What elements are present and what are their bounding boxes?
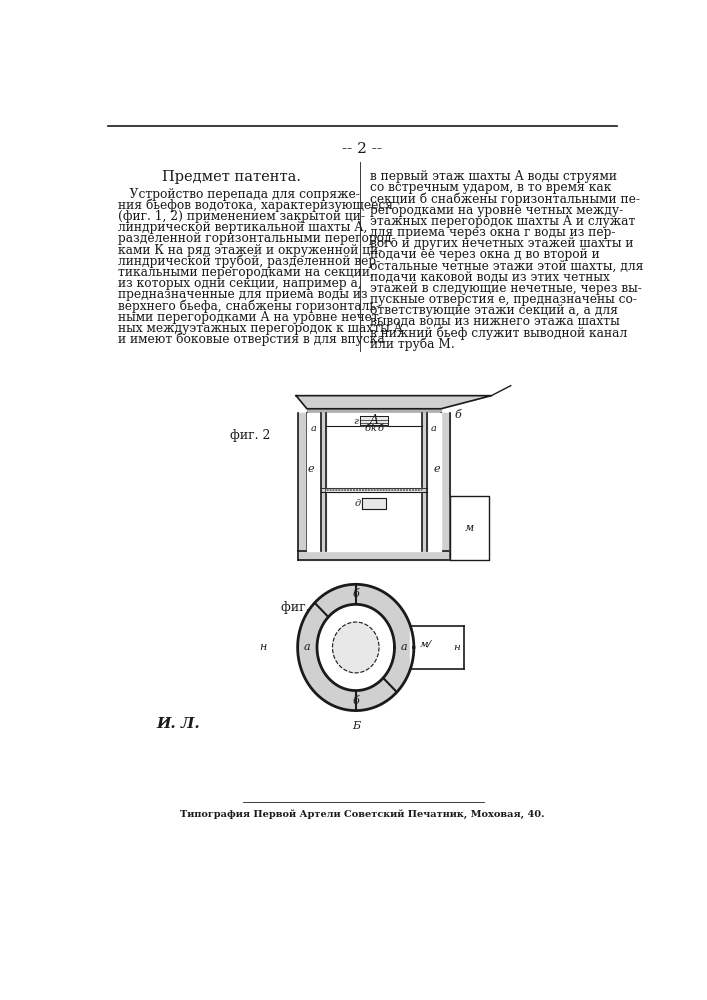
Text: фиг. 1: фиг. 1 [281,601,321,614]
Text: Б: Б [351,721,360,731]
Text: Предмет патента.: Предмет патента. [162,170,301,184]
Text: секции б снабжены горизонтальными пе-: секции б снабжены горизонтальными пе- [370,192,640,206]
Text: подачи ее через окна д во второй и: подачи ее через окна д во второй и [370,248,600,261]
Polygon shape [421,413,427,551]
Text: в нижний бьеф служит выводной канал: в нижний бьеф служит выводной канал [370,326,627,340]
Text: разделенной горизонтальными перегород-: разделенной горизонтальными перегород- [118,232,396,245]
Text: ответствующие этажи секций а, а для: ответствующие этажи секций а, а для [370,304,618,317]
Text: б: б [377,424,383,433]
Text: б: б [352,696,359,706]
Text: предназначенные для приема воды из: предназначенные для приема воды из [118,288,368,301]
Text: подачи каковой воды из этих четных: подачи каковой воды из этих четных [370,271,609,284]
Text: вого и других нечетных этажей шахты и: вого и других нечетных этажей шахты и [370,237,633,250]
Text: ния бьефов водотока, характеризующееся: ния бьефов водотока, характеризующееся [118,199,393,212]
Text: н: н [453,643,460,652]
Text: линдрической трубой, разделенной вер-: линдрической трубой, разделенной вер- [118,255,380,268]
Polygon shape [296,396,491,409]
Polygon shape [363,498,385,509]
Text: е: е [308,464,314,474]
Text: а: а [311,424,317,433]
Polygon shape [332,622,379,673]
Text: г: г [354,417,358,426]
Text: пускные отверстия е, предназначены со-: пускные отверстия е, предназначены со- [370,293,637,306]
Text: ных междуэтажных перегородок к шахты А: ных междуэтажных перегородок к шахты А [118,322,403,335]
Text: И. Л.: И. Л. [156,717,200,731]
Polygon shape [360,416,388,425]
Text: Типография Первой Артели Советский Печатник, Моховая, 40.: Типография Первой Артели Советский Печат… [180,809,544,819]
Text: из которых одни секции, например а,: из которых одни секции, например а, [118,277,361,290]
Text: м/: м/ [419,639,431,648]
Text: б: б [365,424,370,433]
Text: этажных перегородок шахты А и служат: этажных перегородок шахты А и служат [370,215,635,228]
Text: м: м [465,523,474,533]
Polygon shape [317,604,395,691]
Text: а: а [401,642,407,652]
Polygon shape [307,413,441,551]
Polygon shape [327,488,421,492]
Text: фиг. 2: фиг. 2 [230,429,271,442]
Polygon shape [307,409,441,413]
Text: k: k [371,424,377,433]
Text: линдрической вертикальной шахты А,: линдрической вертикальной шахты А, [118,221,367,234]
Text: и имеют боковые отверстия в для впуска: и имеют боковые отверстия в для впуска [118,333,385,346]
Text: а: а [304,642,310,652]
Text: A: A [370,414,378,427]
Text: б: б [352,589,359,599]
Polygon shape [298,551,450,560]
Text: остальные четные этажи этой шахты, для: остальные четные этажи этой шахты, для [370,259,643,272]
Text: е: е [434,464,440,474]
Text: этажей в следующие нечетные, через вы-: этажей в следующие нечетные, через вы- [370,282,641,295]
Text: (фиг. 1, 2) применением закрытой ци-: (фиг. 1, 2) применением закрытой ци- [118,210,365,223]
Polygon shape [450,496,489,560]
Text: ками К на ряд этажей и окруженной ци-: ками К на ряд этажей и окруженной ци- [118,244,382,257]
Text: д: д [355,499,361,508]
Text: н: н [259,642,267,652]
Text: б: б [454,410,461,420]
Text: -- 2 --: -- 2 -- [342,142,382,156]
Text: верхнего бьефа, снабжены горизонталь-: верхнего бьефа, снабжены горизонталь- [118,299,380,313]
Text: со встречным ударом, в то время как: со встречным ударом, в то время как [370,181,611,194]
Polygon shape [410,626,464,669]
Polygon shape [298,413,307,551]
Text: тикальными перегородками на секции,: тикальными перегородками на секции, [118,266,374,279]
Text: Устройство перепада для сопряже-: Устройство перепада для сопряже- [118,188,360,201]
Text: или труба М.: или труба М. [370,338,455,351]
Polygon shape [441,413,450,551]
Text: а: а [431,424,437,433]
Text: для приема через окна г воды из пер-: для приема через окна г воды из пер- [370,226,615,239]
Polygon shape [321,413,327,551]
Text: ными перегородками А на уровне нечет-: ными перегородками А на уровне нечет- [118,311,382,324]
Text: в первый этаж шахты А воды струями: в первый этаж шахты А воды струями [370,170,617,183]
Text: регородками на уровне четных между-: регородками на уровне четных между- [370,204,623,217]
Polygon shape [298,584,414,711]
Text: вывода воды из нижнего этажа шахты: вывода воды из нижнего этажа шахты [370,315,619,328]
